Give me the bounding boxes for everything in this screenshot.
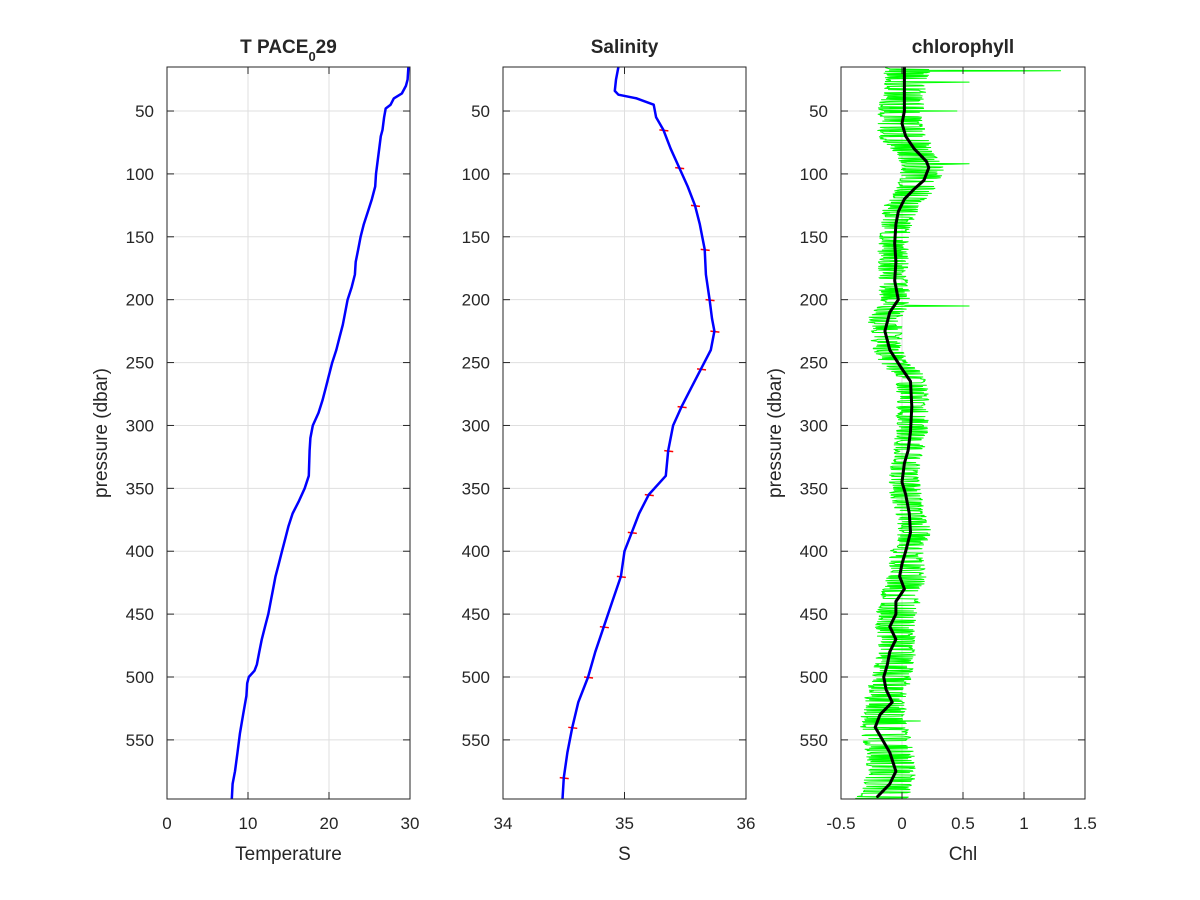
- salinity-ticks: 34 35 36 50 100 150 200 250 300 350 400 450 500 550: [462, 67, 756, 833]
- salinity-series-line-1: [561, 67, 716, 799]
- salinity-x-tick-label: 35: [615, 814, 634, 833]
- salinity-y-tick-label: 550: [462, 731, 490, 750]
- temperature-x-tick-label: 10: [239, 814, 258, 833]
- chlorophyll-y-tick-label: 50: [809, 102, 828, 121]
- salinity-y-tick-label: 200: [462, 291, 490, 310]
- salinity-x-tick-label: 36: [737, 814, 756, 833]
- temperature-plot-area: [230, 67, 410, 799]
- chlorophyll-y-tick-label: 250: [800, 354, 828, 373]
- temperature-y-tick-label: 50: [135, 102, 154, 121]
- temperature-x-axis-label: Temperature: [235, 844, 342, 865]
- salinity-y-tick-label: 450: [462, 605, 490, 624]
- salinity-y-tick-label: 400: [462, 542, 490, 561]
- temperature-y-tick-label: 150: [126, 228, 154, 247]
- salinity-y-tick-label: 50: [471, 102, 490, 121]
- salinity-y-tick-label: 250: [462, 354, 490, 373]
- chlorophyll-y-tick-label: 500: [800, 668, 828, 687]
- chlorophyll-title: chlorophyll: [912, 37, 1014, 58]
- temperature-ticks: 0 10 20 30 50 100 150 200 250 300 350 400 450 500 550: [126, 67, 420, 833]
- salinity-x-tick-label: 34: [494, 814, 513, 833]
- temperature-x-tick-label: 30: [401, 814, 420, 833]
- chlorophyll-y-axis-label: pressure (dbar): [765, 368, 786, 498]
- chlorophyll-y-tick-label: 200: [800, 291, 828, 310]
- temperature-y-tick-label: 400: [126, 542, 154, 561]
- temperature-x-tick-label: 20: [320, 814, 339, 833]
- temperature-y-axis-label: pressure (dbar): [91, 368, 112, 498]
- chlorophyll-plot-area: [855, 67, 1062, 799]
- salinity-panel: 34 35 36 50 100 150 200 250 300 350 400 450 500 550 S…: [462, 37, 756, 865]
- salinity-y-tick-label: 150: [462, 228, 490, 247]
- temperature-y-tick-label: 350: [126, 479, 154, 498]
- chlorophyll-y-tick-label: 150: [800, 228, 828, 247]
- temperature-series-line-0: [230, 67, 410, 799]
- temperature-y-tick-label: 450: [126, 605, 154, 624]
- chlorophyll-y-tick-label: 300: [800, 416, 828, 435]
- chlorophyll-panel: -0.5 0 0.5 1 1.5 50 100 150 200 250 300 350 400 450 50…: [765, 37, 1097, 865]
- temperature-panel: 0 10 20 3050100150200250300350400450500550 …: [91, 37, 419, 865]
- chlorophyll-series-line-1: [873, 67, 931, 798]
- temperature-title: T PACE029: [240, 37, 337, 64]
- chlorophyll-x-axis-label: Chl: [949, 844, 978, 865]
- chlorophyll-x-tick-label: 0.5: [951, 814, 975, 833]
- salinity-y-tick-label: 350: [462, 479, 490, 498]
- chlorophyll-x-tick-label: 0: [897, 814, 906, 833]
- salinity-y-tick-label: 300: [462, 416, 490, 435]
- chlorophyll-y-tick-label: 100: [800, 165, 828, 184]
- chlorophyll-y-tick-label: 450: [800, 605, 828, 624]
- temperature-y-tick-label: 300: [126, 416, 154, 435]
- temperature-y-tick-label: 500: [126, 668, 154, 687]
- chlorophyll-y-tick-label: 400: [800, 542, 828, 561]
- temperature-y-tick-label: 200: [126, 291, 154, 310]
- chlorophyll-x-tick-label: -0.5: [826, 814, 855, 833]
- chlorophyll-x-tick-label: 1.5: [1073, 814, 1097, 833]
- temperature-y-tick-label: 100: [126, 165, 154, 184]
- salinity-x-axis-label: S: [618, 844, 631, 865]
- temperature-grid: [166, 67, 411, 799]
- chlorophyll-y-tick-label: 350: [800, 479, 828, 498]
- salinity-plot-area: [559, 67, 720, 799]
- salinity-title: Salinity: [591, 37, 659, 58]
- chlorophyll-raw-series-line: [855, 67, 1062, 799]
- temperature-x-tick-label: 0: [162, 814, 171, 833]
- chlorophyll-x-tick-label: 1: [1019, 814, 1028, 833]
- temperature-y-tick-label: 250: [126, 354, 154, 373]
- temperature-y-tick-label: 550: [126, 731, 154, 750]
- chlorophyll-y-tick-label: 550: [800, 731, 828, 750]
- salinity-y-tick-label: 100: [462, 165, 490, 184]
- salinity-y-tick-label: 500: [462, 668, 490, 687]
- chlorophyll-ticks: -0.5 0 0.5 1 1.5 50 100 150 200 250 300 350 400 450 50…: [800, 67, 1097, 833]
- temperature-axes-box: [166, 66, 411, 800]
